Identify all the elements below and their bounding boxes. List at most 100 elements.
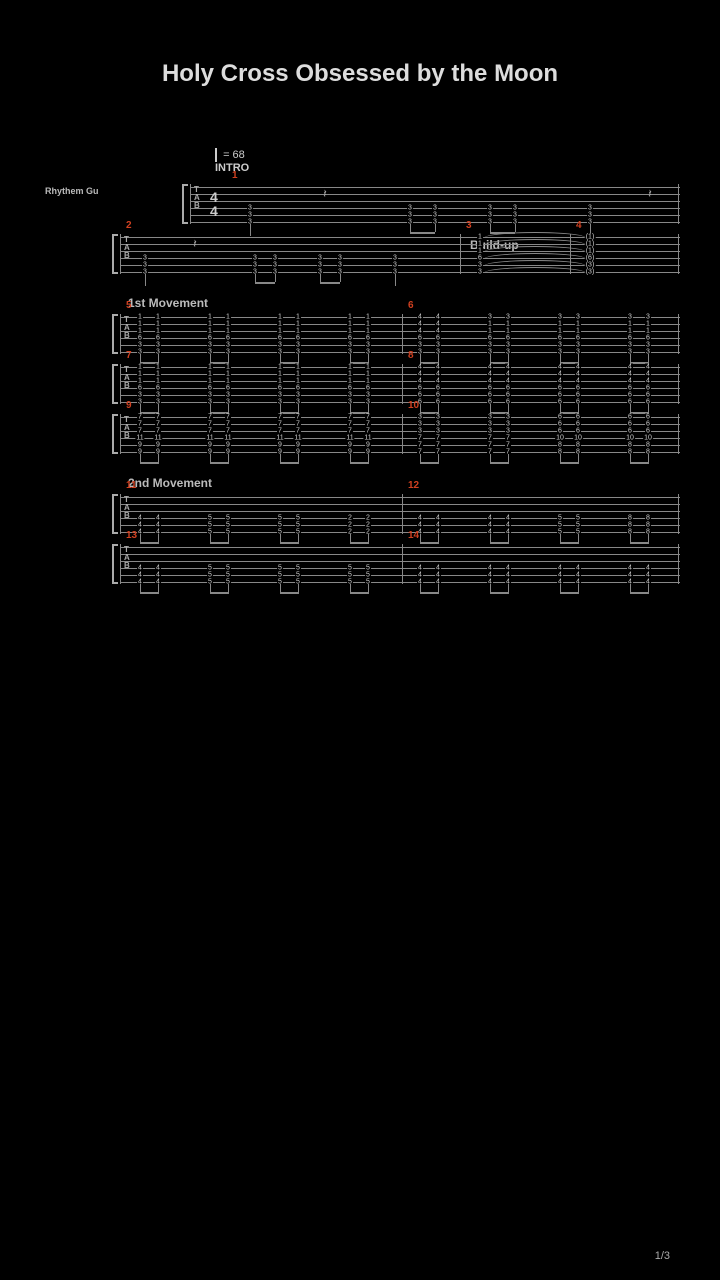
stem (368, 354, 369, 364)
stem (275, 274, 276, 282)
tab-clef: TAB (194, 186, 200, 210)
fret-number: 6 (557, 335, 563, 342)
barline (120, 414, 121, 454)
rest: 𝄽 (193, 237, 197, 252)
fret-number: 7 (155, 414, 161, 421)
measure-number: 4 (576, 220, 582, 231)
fret-number: 11 (223, 435, 232, 442)
fret-number: 4 (435, 364, 441, 371)
fret-number: 6 (557, 421, 563, 428)
time-signature: 44 (210, 190, 218, 218)
fret-number: 6 (417, 385, 423, 392)
fret-number: 11 (345, 435, 354, 442)
tab-staff: TAB441333𝄽333333333333333𝄽 (190, 184, 680, 224)
fret-number: 7 (277, 414, 283, 421)
fret-number: 4 (575, 378, 581, 385)
fret-number: 1 (575, 328, 581, 335)
fret-number: 4 (505, 565, 511, 572)
stem (368, 584, 369, 594)
fret-number: 8 (645, 515, 651, 522)
fret-number: 5 (295, 572, 301, 579)
beam (280, 592, 298, 594)
fret-number: 4 (487, 572, 493, 579)
fret-number: 11 (363, 435, 372, 442)
fret-number: 5 (575, 515, 581, 522)
tab-system: TAB7811163311163311163311163311163311163… (50, 364, 670, 404)
fret-number: 5 (295, 522, 301, 529)
fret-number: 6 (505, 392, 511, 399)
fret-number: 6 (645, 385, 651, 392)
beam (255, 282, 275, 284)
fret-number: 2 (365, 522, 371, 529)
stem (410, 224, 411, 232)
fret-number: 7 (137, 428, 143, 435)
fret-number: 3 (435, 342, 441, 349)
barline (402, 494, 403, 534)
fret-number: 9 (225, 442, 231, 449)
fret-number: 4 (435, 371, 441, 378)
fret-number: 4 (155, 572, 161, 579)
fret-number: 4 (417, 515, 423, 522)
fret-number: 7 (137, 421, 143, 428)
fret-number: 3 (575, 314, 581, 321)
fret-number: 3 (575, 342, 581, 349)
tab-staff: TAB5611163311163311163311163311163311163… (120, 314, 680, 354)
fret-number: 3 (432, 205, 438, 212)
stem (395, 274, 396, 286)
stem (508, 354, 509, 364)
fret-number: 6 (557, 428, 563, 435)
fret-number: 3 (277, 392, 283, 399)
fret-number: 6 (627, 421, 633, 428)
fret-number: 4 (155, 522, 161, 529)
fret-number: 7 (207, 421, 213, 428)
stem (438, 404, 439, 414)
fret-number: 4 (137, 572, 143, 579)
stem (158, 584, 159, 594)
fret-number: 7 (435, 442, 441, 449)
fret-number: 6 (575, 428, 581, 435)
fret-number: 3 (627, 342, 633, 349)
fret-number: 3 (247, 212, 253, 219)
stem (578, 354, 579, 364)
tab-system: TAB1112444444555555555555222222444444444… (50, 494, 670, 534)
stem (298, 534, 299, 544)
beam (140, 592, 158, 594)
fret-number: 5 (225, 522, 231, 529)
fret-number: 3 (252, 255, 258, 262)
fret-number: 3 (225, 392, 231, 399)
fret-number: 9 (137, 442, 143, 449)
fret-number: 4 (557, 565, 563, 572)
fret-number: 1 (295, 364, 301, 371)
stem (340, 274, 341, 282)
fret-number: 6 (435, 385, 441, 392)
fret-number: 3 (645, 314, 651, 321)
beam (490, 592, 508, 594)
stem (648, 584, 649, 594)
measure-number: 3 (466, 220, 472, 231)
fret-number: 4 (557, 364, 563, 371)
fret-number: 4 (505, 378, 511, 385)
fret-number: 1 (155, 364, 161, 371)
stem (648, 454, 649, 464)
fret-number: 3 (627, 314, 633, 321)
fret-number: 5 (365, 565, 371, 572)
beam (140, 462, 158, 464)
measure-number: 2 (126, 220, 132, 231)
fret-number: 3 (142, 255, 148, 262)
fret-number: 5 (295, 515, 301, 522)
fret-number: 5 (225, 565, 231, 572)
fret-number: 3 (435, 421, 441, 428)
stem (578, 404, 579, 414)
barline (460, 234, 461, 274)
stem (508, 454, 509, 464)
fret-number: 3 (417, 428, 423, 435)
measure-number: 14 (408, 530, 419, 541)
fret-number: 6 (505, 385, 511, 392)
fret-number: 4 (487, 565, 493, 572)
fret-number: 6 (137, 335, 143, 342)
fret-number: 6 (557, 392, 563, 399)
tie (484, 239, 586, 245)
fret-number: 6 (487, 392, 493, 399)
fret-number: 5 (207, 515, 213, 522)
fret-number: 1 (277, 328, 283, 335)
